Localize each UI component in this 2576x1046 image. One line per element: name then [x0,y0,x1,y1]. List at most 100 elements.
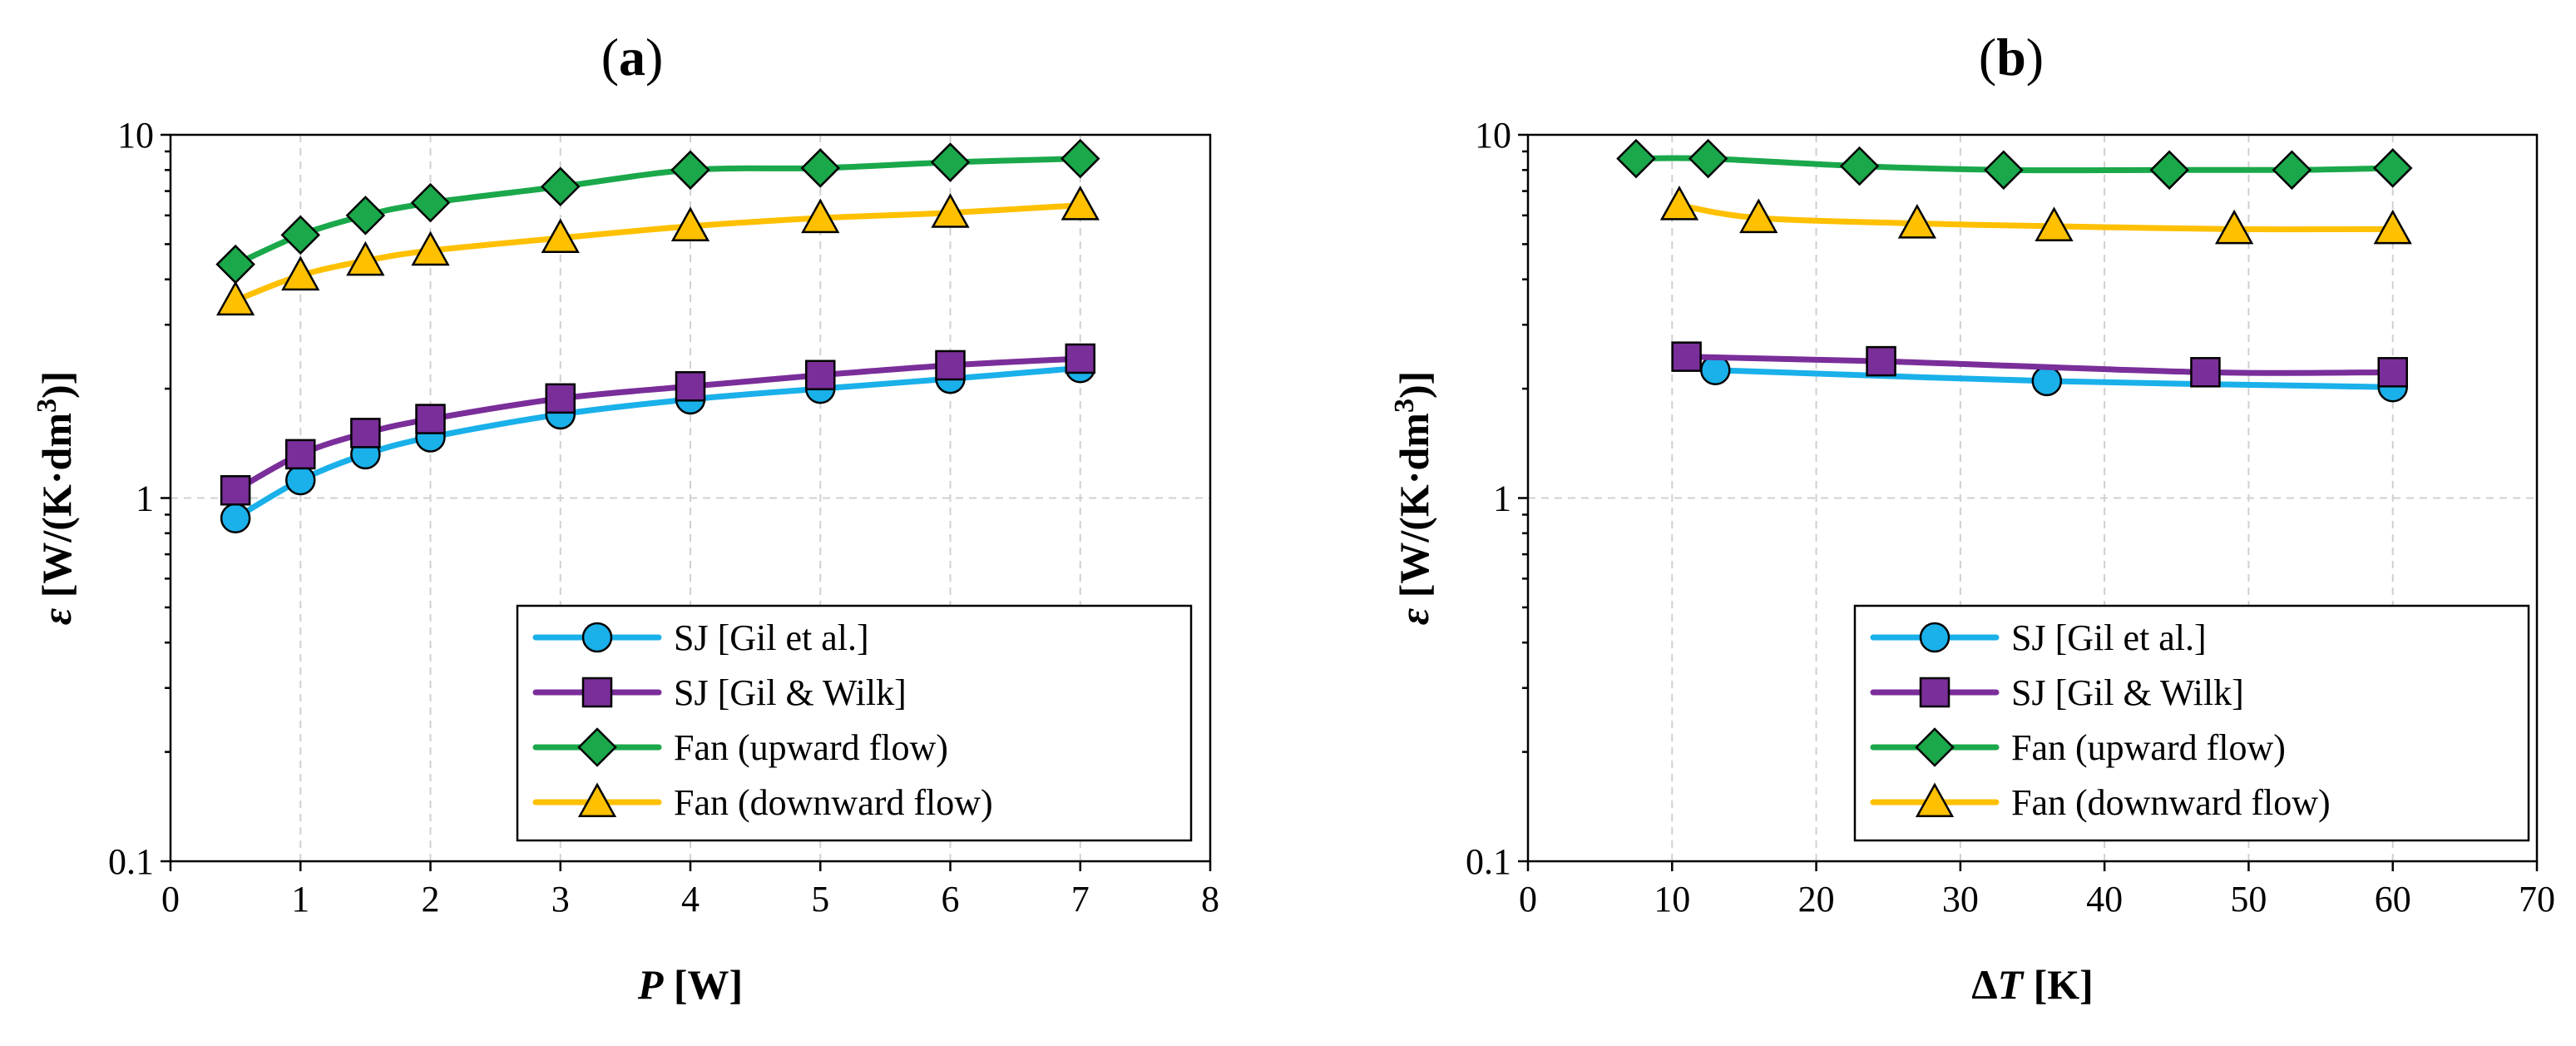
data-point-triangle [2214,209,2254,245]
panel-title-close: ) [2026,27,2044,87]
x-tick-label: 70 [2519,879,2555,920]
x-tick-label: 3 [551,879,570,920]
data-point-square [415,404,446,434]
data-point-square [220,475,251,506]
y-axis-label-var: ε [1391,607,1437,625]
series-triangle [1659,186,2412,245]
data-point-diamond [2149,150,2189,191]
data-point-square [2190,357,2221,388]
x-tick-label: 60 [2375,879,2411,920]
data-point-circle [220,503,251,533]
series-circle [1700,354,2408,403]
data-point-square [1065,343,1095,374]
data-point-diamond [2372,148,2413,188]
legend-label: Fan (upward flow) [2011,727,2286,768]
legend-label: SJ [Gil et al.] [674,617,869,658]
y-tick-label: 0.1 [1466,841,1511,882]
data-point-triangle [2035,206,2074,241]
data-point-diamond [670,150,710,191]
x-tick-label: 10 [1654,879,1690,920]
x-tick-label: 0 [1519,879,1537,920]
data-point-diamond [1984,150,2024,191]
data-point-square [1671,341,1702,372]
data-point-diamond [280,215,321,255]
legend: SJ [Gil et al.] SJ [Gil & Wilk] Fan (upwar… [516,604,1193,842]
chart-panel-b: (b) 0 10 20 30 40 50 60 70 0.1 1 10 ΔT [K] ε [W/(K·dm… [1389,27,2555,1008]
y-tick-label: 10 [117,115,154,156]
legend-marker-circle [1919,622,1951,653]
data-point-square [1866,345,1896,377]
series-square [220,343,1095,506]
y-tick-label: 10 [1475,115,1511,156]
y-axis-label-unit: [W/(K·dm [33,413,80,608]
x-tick-label: 7 [1071,879,1090,920]
data-point-diamond [215,244,255,285]
x-tick-label: 6 [942,879,960,920]
data-point-diamond [540,166,581,207]
x-tick-label: 30 [1942,879,1979,920]
legend-marker-triangle [1915,782,1955,818]
x-tick-label: 4 [681,879,700,920]
x-tick-label: 2 [422,879,440,920]
x-axis-label-unit: [K] [2023,961,2094,1008]
panel-title-close: ) [645,27,663,87]
legend-marker-triangle [577,782,617,818]
data-point-diamond [800,148,841,188]
data-point-square [350,418,381,449]
y-axis-label: ε [W/(K·dm3)] [1389,371,1437,626]
data-point-triangle [2373,209,2412,245]
x-axis-label-var: P [637,961,664,1008]
series-line [1684,354,2396,376]
y-axis-label-unit-end: )] [1391,371,1437,399]
series-line [1676,202,2396,233]
data-point-square [935,349,966,381]
y-axis-label-var: ε [33,607,80,625]
legend-label: SJ [Gil et al.] [2011,617,2207,658]
series-line [232,202,1084,304]
series-diamond [215,138,1100,285]
data-point-square [2377,357,2408,388]
legend-label: SJ [Gil & Wilk] [674,672,907,713]
panel-title: (a) [601,27,664,87]
data-point-triangle [346,240,385,276]
series-triangle [216,186,1100,316]
x-tick-label: 0 [161,879,180,920]
series-line [232,364,1084,522]
data-point-diamond [1688,138,1728,179]
panel-title: (b) [1979,27,2044,87]
x-axis-label: P [W] [637,961,743,1008]
panel-title-open: ( [601,27,619,87]
series-line [232,355,1084,493]
data-point-diamond [1060,138,1100,179]
series-line [232,156,1084,268]
data-point-triangle [801,198,840,234]
y-axis-label-unit: [W/(K·dm [1391,413,1437,608]
y-axis-label: ε [W/(K·dm3)] [32,371,80,626]
y-axis-label-sup: 3 [1389,399,1420,413]
data-point-square [675,371,706,402]
y-axis-label-unit-end: )] [33,371,80,399]
data-point-triangle [1897,203,1936,239]
data-point-triangle [281,255,320,291]
legend-label: Fan (downward flow) [2011,782,2331,823]
x-axis-label-var: T [1998,961,2025,1008]
data-point-triangle [411,231,450,266]
data-point-diamond [345,196,386,235]
y-tick-label: 1 [1493,478,1511,519]
panel-title-open: ( [1979,27,1996,87]
legend-marker-diamond [1915,727,1955,767]
legend-marker-diamond [577,727,617,767]
data-point-circle [2031,365,2063,397]
data-point-triangle [1739,198,1778,234]
x-tick-label: 40 [2086,879,2123,920]
x-tick-label: 1 [291,879,309,920]
y-tick-label: 0.1 [108,841,154,882]
data-point-triangle [541,218,580,254]
panel-title-letter: b [1996,27,2026,87]
data-point-triangle [931,193,970,228]
y-axis-label-sup: 3 [32,399,62,413]
legend: SJ [Gil et al.] SJ [Gil & Wilk] Fan (upwar… [1853,604,2530,842]
data-point-diamond [2272,150,2312,191]
